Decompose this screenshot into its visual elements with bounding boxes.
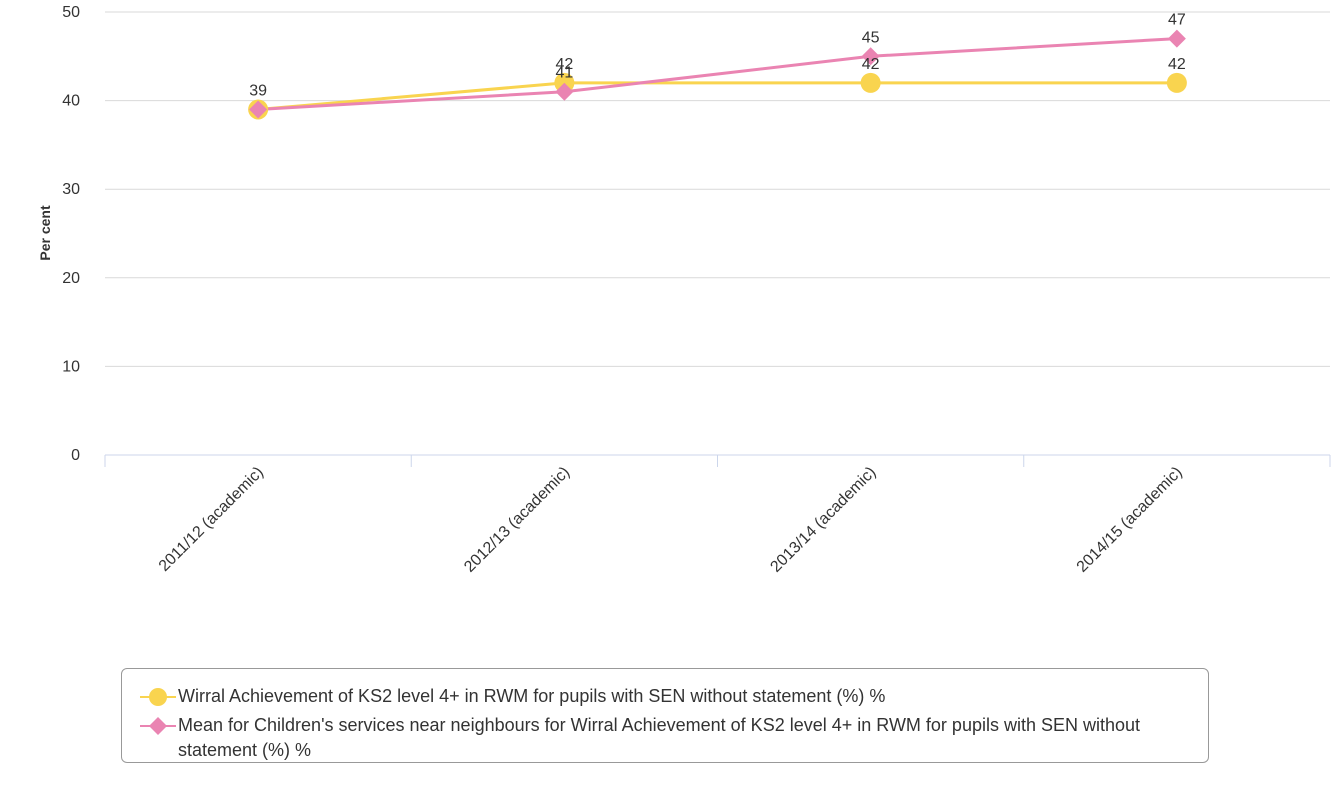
- data-label: 42: [862, 56, 880, 73]
- data-label: 41: [555, 65, 573, 82]
- x-tick-label: 2013/14 (academic): [767, 464, 879, 576]
- line-chart: 0 10 20 30 40 50 2011/12 (academic) 2012/13 (a…: [37, 4, 1331, 576]
- data-point: [1167, 29, 1186, 48]
- x-axis: 2011/12 (academic) 2012/13 (academic) 2013…: [104, 454, 1331, 576]
- x-tick-label: 2011/12 (academic): [156, 464, 267, 575]
- y-axis-label: Per cent: [37, 205, 53, 261]
- series-group: [248, 29, 1187, 120]
- diamond-marker-icon: [140, 713, 176, 738]
- grid-lines: [105, 11, 1330, 367]
- circle-marker-icon: [140, 684, 176, 709]
- data-point: [860, 72, 881, 93]
- series-line: [257, 81, 1177, 111]
- y-tick-label: 10: [62, 358, 80, 375]
- y-tick-label: 40: [62, 93, 80, 110]
- legend-item-neighbours-mean[interactable]: Mean for Children's services near neighb…: [140, 713, 1194, 763]
- data-point: [555, 82, 574, 101]
- x-tick-label: 2012/13 (academic): [461, 464, 573, 576]
- y-tick-label: 50: [62, 4, 80, 21]
- legend-label-wirral: Wirral Achievement of KS2 level 4+ in RW…: [178, 686, 886, 706]
- y-axis-ticks: 0 10 20 30 40 50: [62, 4, 80, 464]
- legend-item-wirral[interactable]: Wirral Achievement of KS2 level 4+ in RW…: [140, 684, 1194, 709]
- x-tick-label: 2014/15 (academic): [1074, 464, 1186, 576]
- data-point: [861, 47, 880, 66]
- y-tick-label: 20: [62, 270, 80, 287]
- data-point: [1166, 72, 1187, 93]
- legend-label-neighbours-mean: Mean for Children's services near neighb…: [178, 715, 1141, 760]
- data-point: [249, 100, 268, 119]
- data-label: 39: [249, 82, 267, 99]
- y-tick-label: 30: [62, 181, 80, 198]
- data-label: 45: [862, 29, 880, 46]
- series-line: [258, 37, 1177, 111]
- y-tick-label: 0: [71, 447, 80, 464]
- data-label: 47: [1168, 12, 1186, 29]
- data-label: 42: [1168, 56, 1186, 73]
- data-label: 42: [555, 56, 573, 73]
- legend: Wirral Achievement of KS2 level 4+ in RW…: [121, 668, 1209, 763]
